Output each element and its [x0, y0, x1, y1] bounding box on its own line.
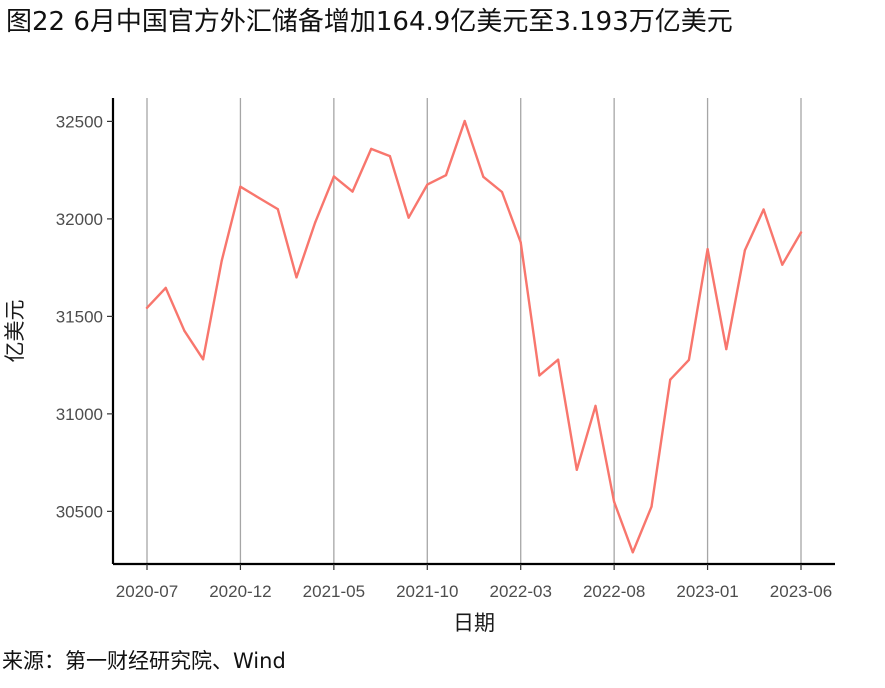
data-point — [295, 276, 298, 279]
data-point — [669, 378, 672, 381]
x-axis-ticks: 2020-07 2020-12 2021-05 2021-10 2022-03 2022-… — [116, 564, 832, 601]
data-point — [538, 374, 541, 377]
x-axis-title: 日期 — [453, 611, 495, 635]
x-tick-label: 2020-07 — [116, 582, 178, 601]
data-point — [239, 185, 242, 188]
y-axis-ticks: 30500 31000 31500 32000 32500 — [56, 112, 113, 521]
data-point — [781, 263, 784, 266]
x-tick-label: 2022-03 — [490, 582, 552, 601]
x-tick-label: 2020-12 — [209, 582, 271, 601]
x-tick-label: 2023-06 — [770, 582, 832, 601]
data-point — [370, 147, 373, 150]
data-point — [314, 221, 317, 224]
data-point — [650, 505, 653, 508]
data-point — [482, 175, 485, 178]
data-point — [631, 551, 634, 554]
data-point — [164, 286, 167, 289]
y-axis-title: 亿美元 — [3, 300, 27, 363]
x-tick-label: 2021-10 — [396, 582, 458, 601]
y-tick-label: 30500 — [56, 502, 103, 521]
x-tick-label: 2022-08 — [583, 582, 645, 601]
data-point — [426, 183, 429, 186]
data-point — [388, 155, 391, 158]
data-point — [594, 404, 597, 407]
data-point — [145, 306, 149, 309]
data-point — [557, 358, 560, 361]
data-point — [258, 196, 261, 200]
data-point — [351, 190, 354, 193]
data-point — [687, 358, 691, 361]
data-point — [706, 248, 709, 251]
chart-title: 图22 6月中国官方外汇储备增加164.9亿美元至3.193万亿美元 — [6, 7, 733, 37]
data-point — [183, 329, 186, 332]
data-point — [725, 348, 728, 351]
data-point — [202, 358, 205, 361]
y-tick-label: 32000 — [56, 210, 103, 229]
series-line-reserves — [145, 119, 803, 554]
data-point — [220, 259, 223, 262]
data-point — [407, 216, 410, 219]
data-point — [519, 241, 522, 244]
data-point — [743, 249, 747, 252]
data-point — [444, 174, 448, 177]
data-point — [332, 175, 335, 178]
data-point — [463, 119, 466, 123]
data-point — [799, 231, 803, 234]
chart-source-note: 来源：第一财经研究院、Wind — [2, 649, 286, 673]
x-tick-label: 2021-05 — [303, 582, 365, 601]
series-layer — [145, 119, 803, 554]
data-point — [575, 468, 578, 471]
y-tick-label: 31500 — [56, 307, 103, 326]
y-tick-label: 32500 — [56, 112, 103, 131]
data-point — [500, 190, 504, 194]
data-point — [762, 208, 765, 211]
vertical-gridlines — [146, 98, 802, 564]
data-point — [276, 208, 279, 211]
x-tick-label: 2023-01 — [676, 582, 738, 601]
y-tick-label: 31000 — [56, 405, 103, 424]
data-point — [613, 500, 616, 503]
